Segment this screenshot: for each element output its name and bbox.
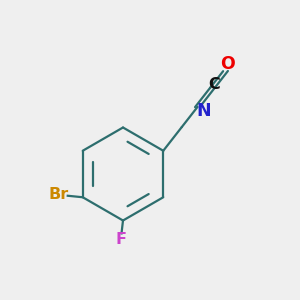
Text: O: O	[220, 55, 235, 73]
Text: N: N	[197, 102, 212, 120]
Text: C: C	[208, 76, 220, 92]
Text: F: F	[116, 232, 127, 247]
Text: Br: Br	[49, 187, 69, 202]
